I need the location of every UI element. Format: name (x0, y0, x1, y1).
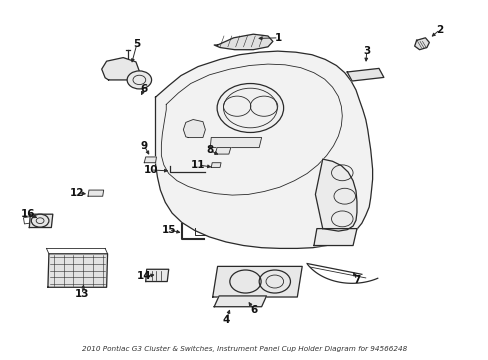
Text: 15: 15 (161, 225, 176, 235)
Polygon shape (214, 296, 266, 307)
Text: 5: 5 (133, 39, 140, 49)
Circle shape (217, 84, 283, 132)
Polygon shape (214, 34, 272, 50)
Text: 1: 1 (275, 33, 282, 43)
Text: 2: 2 (436, 24, 443, 35)
Text: 13: 13 (75, 289, 89, 300)
Polygon shape (315, 159, 356, 231)
Text: 8: 8 (206, 145, 213, 156)
Polygon shape (313, 229, 356, 246)
Text: 6: 6 (250, 305, 257, 315)
Polygon shape (211, 163, 221, 167)
Polygon shape (183, 120, 205, 138)
Text: 2010 Pontiac G3 Cluster & Switches, Instrument Panel Cup Holder Diagram for 9456: 2010 Pontiac G3 Cluster & Switches, Inst… (81, 346, 407, 351)
Text: 11: 11 (190, 160, 205, 170)
Polygon shape (414, 38, 428, 50)
Text: 14: 14 (137, 271, 151, 282)
Text: 16: 16 (21, 209, 36, 219)
Circle shape (127, 71, 151, 89)
Circle shape (31, 214, 49, 227)
Polygon shape (212, 266, 302, 297)
Polygon shape (145, 269, 168, 282)
Polygon shape (29, 214, 53, 228)
Polygon shape (215, 148, 230, 154)
Text: 6: 6 (141, 84, 147, 94)
Text: 10: 10 (143, 165, 158, 175)
Polygon shape (88, 190, 103, 196)
Polygon shape (346, 68, 383, 81)
Text: 12: 12 (70, 188, 84, 198)
Polygon shape (210, 138, 261, 148)
Polygon shape (155, 51, 372, 248)
Text: 4: 4 (222, 315, 229, 325)
Text: 7: 7 (352, 275, 360, 285)
Polygon shape (48, 254, 107, 287)
Text: 9: 9 (141, 141, 147, 151)
Polygon shape (102, 58, 139, 80)
Text: 3: 3 (363, 46, 369, 56)
Polygon shape (144, 157, 156, 163)
